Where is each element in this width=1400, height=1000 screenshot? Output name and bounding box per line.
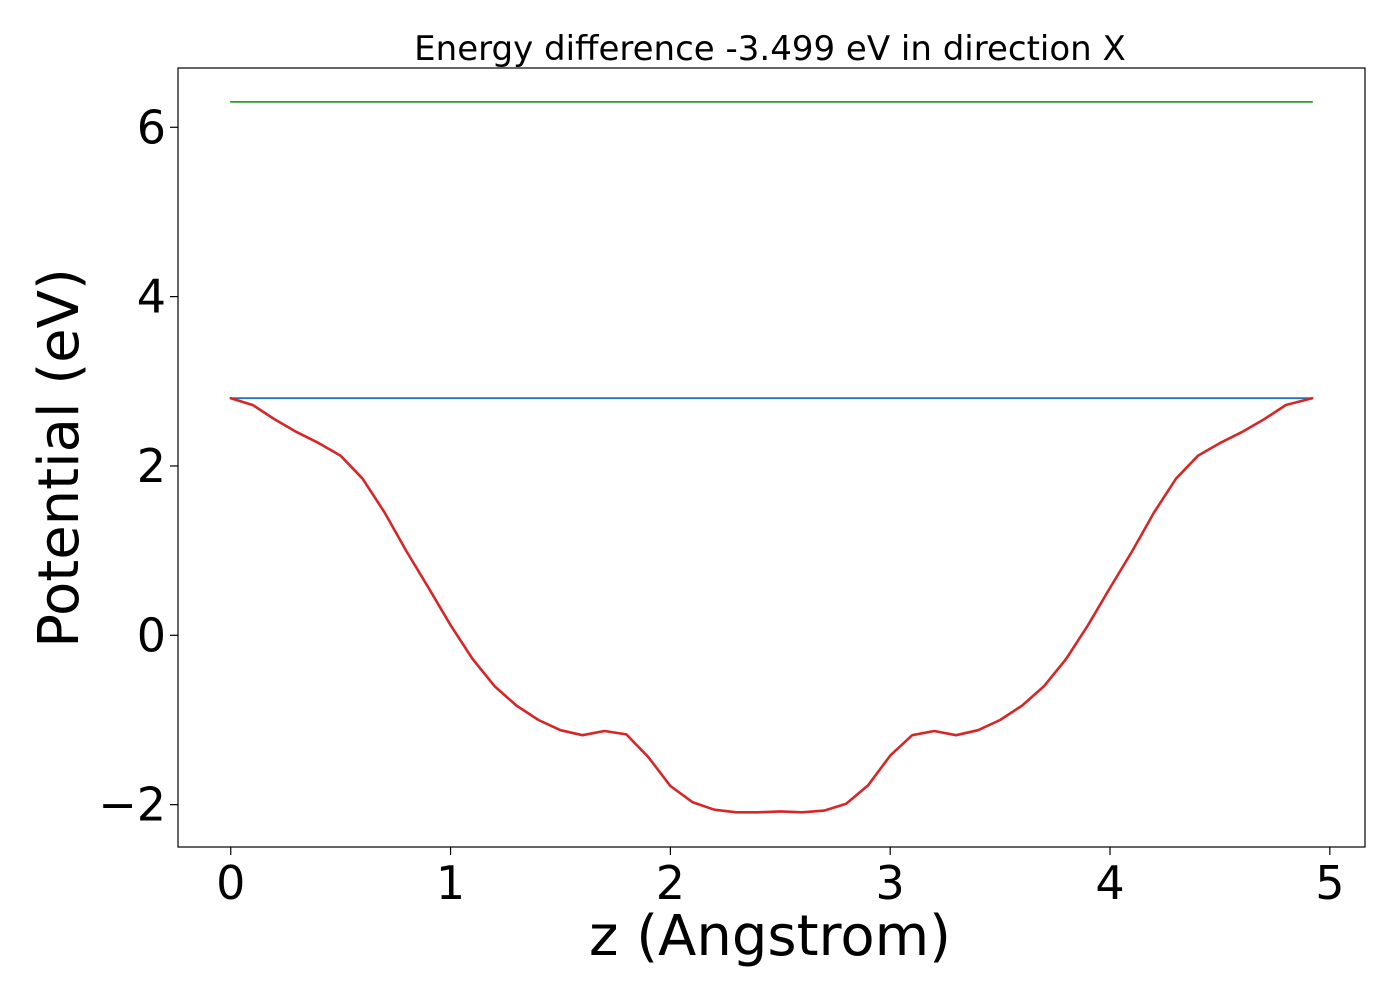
series-line-2: [229, 396, 1314, 814]
y-tick-label-3: 4: [137, 270, 166, 324]
x-tick-label-5: 5: [1315, 856, 1344, 910]
x-tick-label-1: 1: [436, 856, 465, 910]
plot-frame: [177, 67, 1366, 848]
chart-title: Energy difference -3.499 eV in direction…: [414, 29, 1126, 69]
y-axis-label: Potential (eV): [27, 268, 92, 648]
x-axis-label: z (Angstrom): [589, 904, 951, 969]
x-tick-label-0: 0: [216, 856, 245, 910]
x-axis: 0 1 2 3 4 5: [216, 847, 1344, 910]
x-tick-label-3: 3: [876, 856, 905, 910]
y-tick-label-0: −2: [98, 778, 166, 832]
y-tick-label-2: 2: [137, 439, 166, 493]
x-tick-label-4: 4: [1095, 856, 1124, 910]
series-layer: [229, 101, 1314, 814]
y-axis: −2 0 2 4 6: [98, 100, 178, 832]
y-tick-label-4: 6: [137, 100, 166, 154]
y-tick-label-1: 0: [137, 608, 166, 662]
x-tick-label-2: 2: [656, 856, 685, 910]
